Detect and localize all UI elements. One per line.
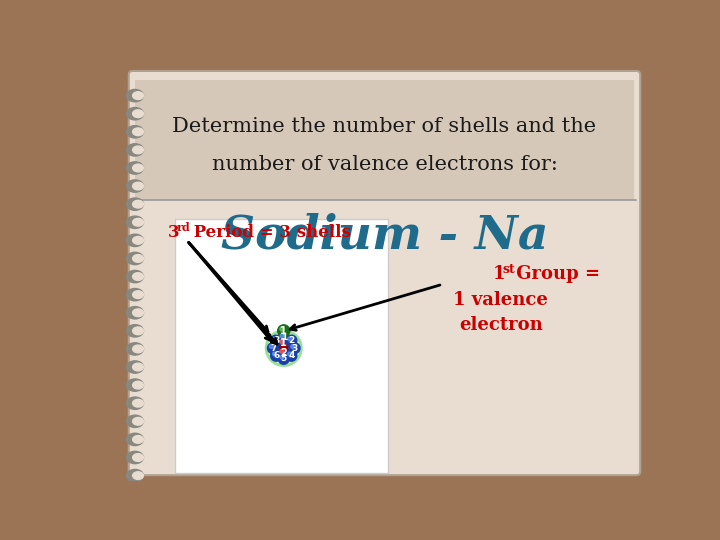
- Text: 3: 3: [168, 224, 179, 241]
- Text: 1: 1: [281, 333, 287, 342]
- Ellipse shape: [127, 343, 143, 355]
- Text: rd: rd: [177, 222, 191, 233]
- Text: 3: 3: [292, 343, 297, 353]
- Ellipse shape: [127, 469, 143, 482]
- Circle shape: [273, 337, 276, 341]
- Text: Determine the number of shells and the: Determine the number of shells and the: [172, 117, 597, 136]
- Ellipse shape: [132, 454, 143, 461]
- Circle shape: [291, 345, 294, 348]
- Circle shape: [278, 332, 289, 343]
- Text: 8: 8: [273, 336, 279, 345]
- Ellipse shape: [127, 144, 143, 156]
- Circle shape: [280, 355, 284, 359]
- Ellipse shape: [127, 180, 143, 192]
- Ellipse shape: [127, 415, 143, 428]
- Ellipse shape: [127, 252, 143, 265]
- Ellipse shape: [132, 345, 143, 353]
- Text: 5: 5: [281, 354, 287, 363]
- Circle shape: [273, 352, 276, 356]
- Ellipse shape: [132, 200, 143, 208]
- Ellipse shape: [127, 288, 143, 301]
- Ellipse shape: [127, 234, 143, 247]
- Ellipse shape: [132, 110, 143, 118]
- Ellipse shape: [132, 291, 143, 299]
- Circle shape: [280, 345, 287, 352]
- Circle shape: [269, 345, 274, 348]
- Ellipse shape: [127, 451, 143, 464]
- Circle shape: [280, 340, 284, 343]
- Ellipse shape: [127, 325, 143, 337]
- Text: 1: 1: [280, 339, 287, 348]
- Text: Group =: Group =: [510, 265, 600, 284]
- Circle shape: [286, 350, 297, 361]
- Ellipse shape: [132, 128, 143, 136]
- Circle shape: [280, 334, 284, 338]
- Ellipse shape: [127, 271, 143, 283]
- Ellipse shape: [132, 146, 143, 154]
- Circle shape: [268, 342, 279, 354]
- Ellipse shape: [127, 90, 143, 102]
- Circle shape: [271, 335, 297, 361]
- Ellipse shape: [132, 327, 143, 335]
- Ellipse shape: [127, 198, 143, 211]
- Circle shape: [286, 335, 297, 346]
- Text: Sodium - Na: Sodium - Na: [221, 213, 548, 259]
- Ellipse shape: [132, 273, 143, 280]
- Circle shape: [288, 352, 292, 356]
- Circle shape: [280, 327, 284, 331]
- Circle shape: [289, 342, 300, 354]
- Text: 1: 1: [280, 326, 287, 336]
- Ellipse shape: [127, 379, 143, 392]
- FancyBboxPatch shape: [135, 80, 634, 200]
- Ellipse shape: [132, 237, 143, 244]
- Text: 2: 2: [280, 348, 287, 358]
- Text: st: st: [503, 263, 515, 276]
- Text: Period = 3 shells: Period = 3 shells: [189, 224, 351, 241]
- Ellipse shape: [132, 164, 143, 172]
- Circle shape: [288, 337, 292, 341]
- Circle shape: [278, 325, 289, 337]
- FancyBboxPatch shape: [129, 71, 640, 475]
- Text: electron: electron: [459, 316, 543, 334]
- Bar: [175, 219, 388, 473]
- Circle shape: [282, 346, 284, 348]
- Circle shape: [276, 341, 291, 355]
- Text: number of valence electrons for:: number of valence electrons for:: [212, 156, 557, 174]
- Ellipse shape: [127, 397, 143, 409]
- Ellipse shape: [132, 436, 143, 443]
- Ellipse shape: [132, 182, 143, 190]
- Text: 7: 7: [270, 343, 276, 353]
- Ellipse shape: [132, 381, 143, 389]
- Ellipse shape: [132, 309, 143, 316]
- Circle shape: [271, 350, 282, 361]
- Text: 1: 1: [493, 265, 505, 284]
- Circle shape: [280, 349, 284, 353]
- Ellipse shape: [127, 107, 143, 120]
- Ellipse shape: [127, 433, 143, 446]
- Ellipse shape: [127, 126, 143, 138]
- Text: 4: 4: [288, 351, 294, 360]
- Circle shape: [281, 346, 287, 351]
- Ellipse shape: [127, 361, 143, 373]
- Circle shape: [278, 353, 289, 365]
- Circle shape: [271, 335, 282, 346]
- Circle shape: [275, 340, 292, 356]
- Ellipse shape: [132, 400, 143, 407]
- Circle shape: [278, 338, 289, 349]
- Ellipse shape: [132, 218, 143, 226]
- Text: 6: 6: [273, 351, 279, 360]
- Ellipse shape: [132, 254, 143, 262]
- Ellipse shape: [132, 472, 143, 480]
- Ellipse shape: [127, 307, 143, 319]
- Circle shape: [268, 333, 300, 364]
- Circle shape: [265, 329, 302, 367]
- Ellipse shape: [132, 363, 143, 371]
- Circle shape: [278, 347, 289, 359]
- Text: 1 valence: 1 valence: [454, 291, 548, 309]
- Text: 2: 2: [288, 336, 294, 345]
- Ellipse shape: [127, 216, 143, 228]
- Ellipse shape: [132, 92, 143, 99]
- Ellipse shape: [132, 417, 143, 425]
- Ellipse shape: [127, 162, 143, 174]
